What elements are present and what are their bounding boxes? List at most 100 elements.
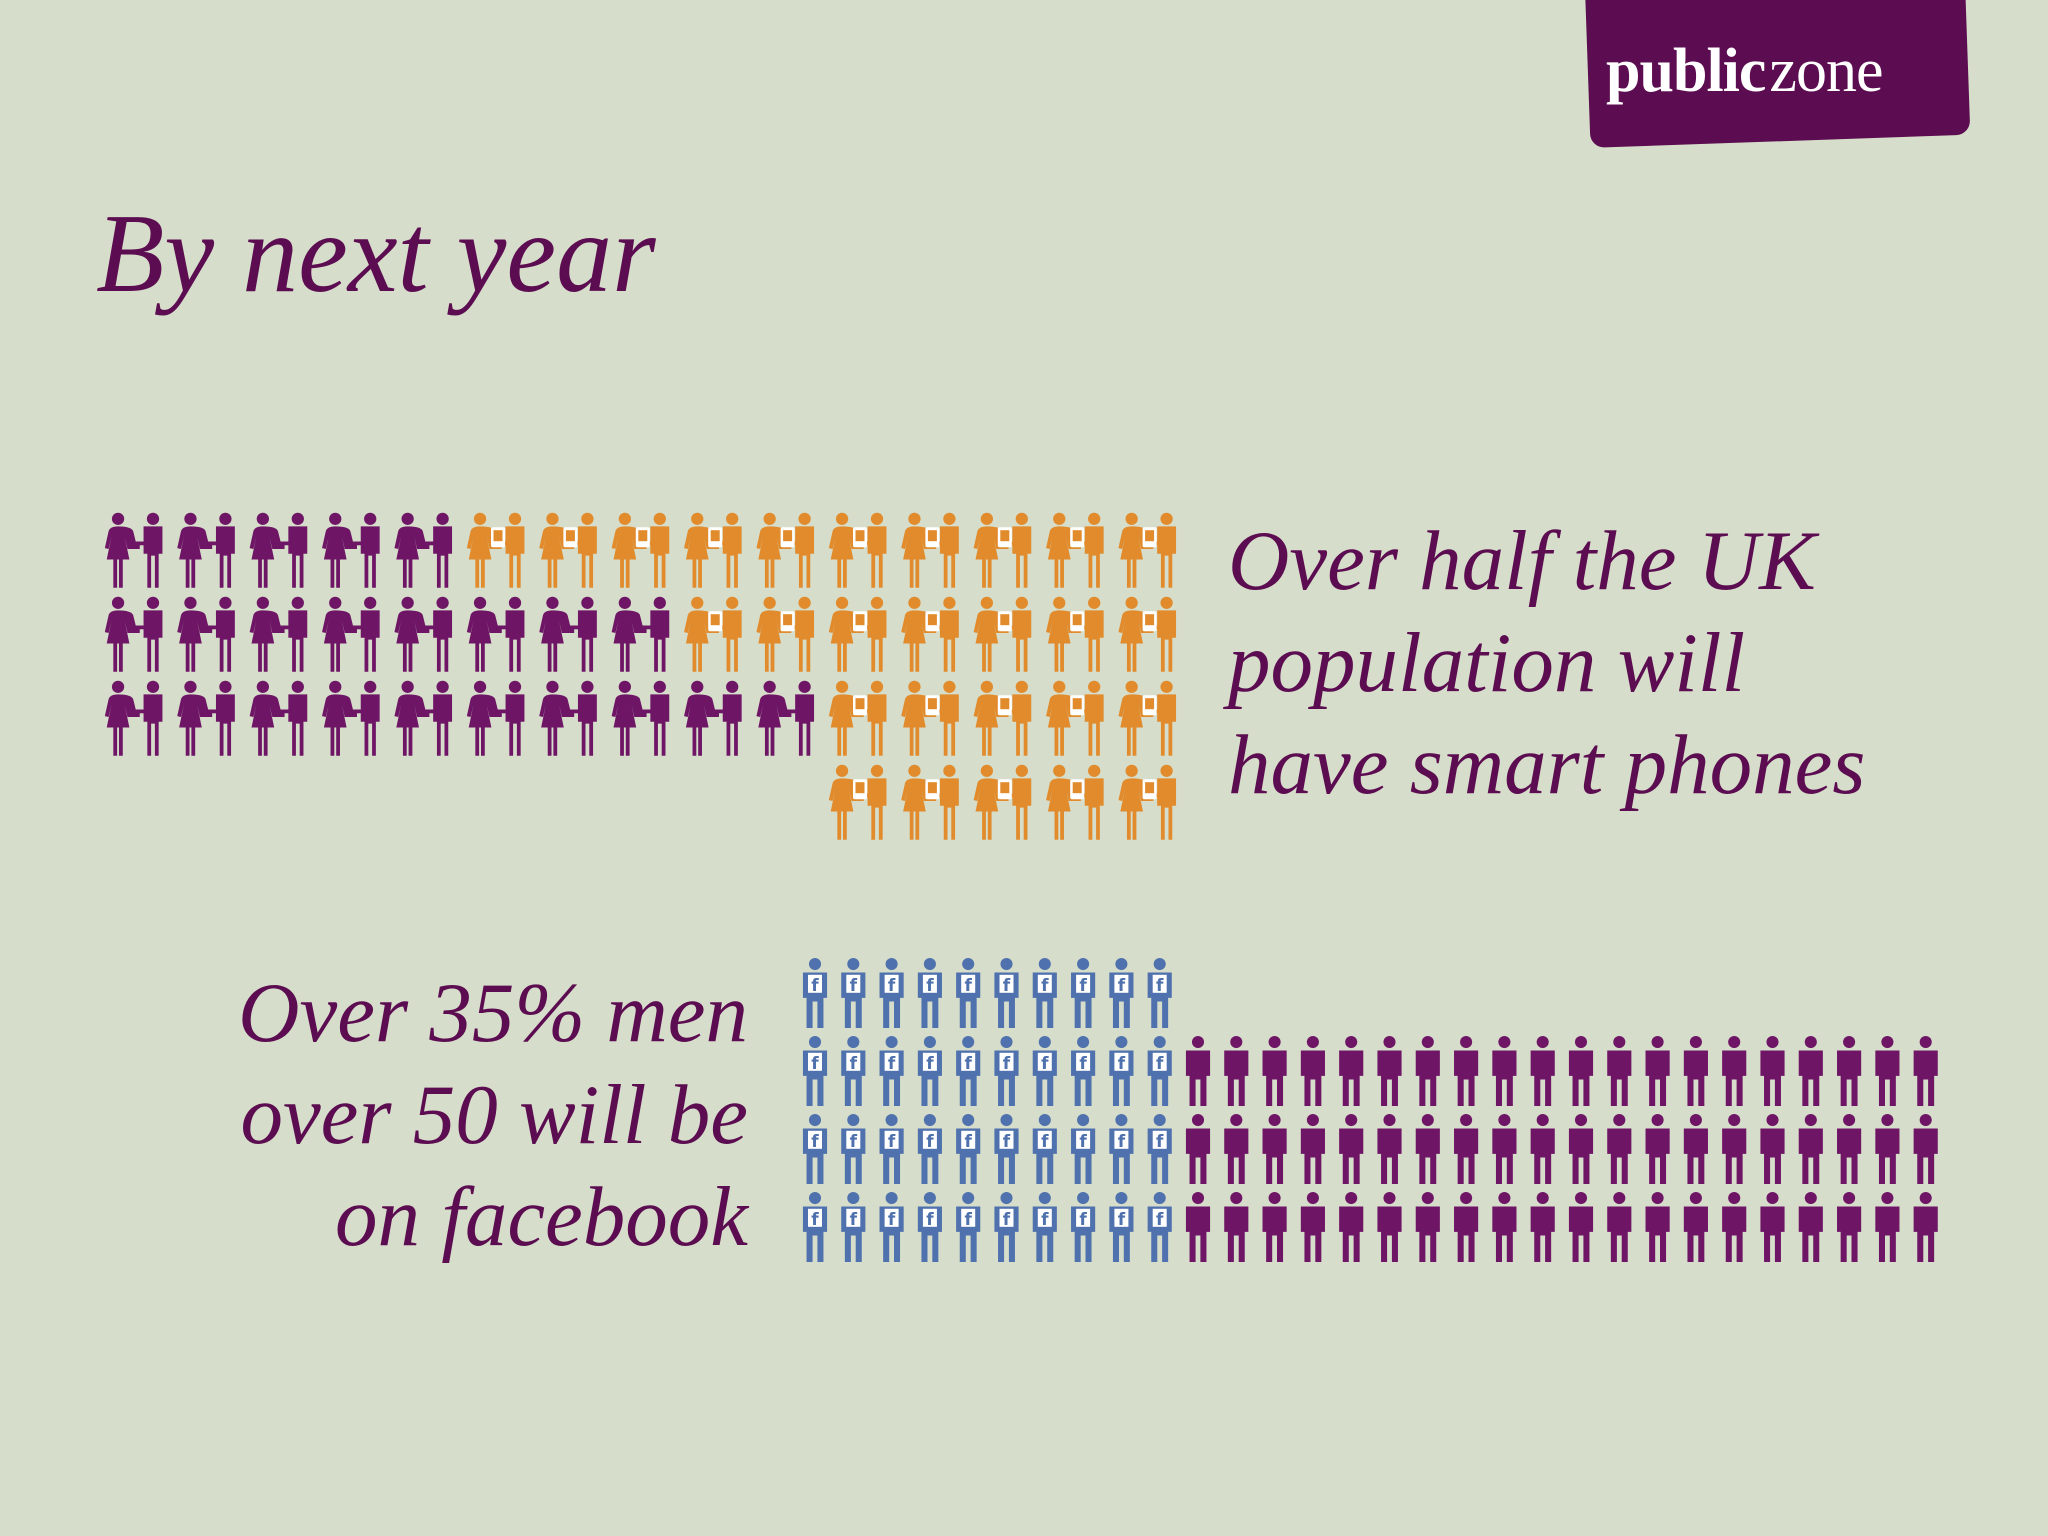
smartphone-icon <box>1142 695 1157 716</box>
facebook-icon: f <box>808 1052 822 1074</box>
svg-text:f: f <box>888 1132 896 1152</box>
svg-text:f: f <box>1118 1054 1126 1074</box>
man-figure <box>1913 1036 1938 1106</box>
svg-text:f: f <box>1079 1210 1087 1230</box>
facebook-icon: f <box>846 1052 861 1074</box>
smartphone-stat: Over half the UK population will have sm… <box>1228 510 1865 816</box>
smartphone-icon <box>853 779 867 800</box>
man-figure <box>1415 1114 1440 1184</box>
smartphone-owner-couple <box>828 680 887 756</box>
facebook-icon: f <box>999 1052 1014 1074</box>
svg-text:f: f <box>1003 1132 1011 1152</box>
facebook-stat-line-2: over 50 will be <box>240 1068 748 1162</box>
facebook-icon: f <box>808 1130 822 1152</box>
couple-figure <box>249 596 308 672</box>
couple-figure <box>104 596 163 672</box>
svg-text:f: f <box>888 1054 896 1074</box>
man-figure <box>1492 1192 1517 1262</box>
svg-text:f: f <box>1118 1210 1126 1230</box>
facebook-icon: f <box>1037 1208 1052 1230</box>
smartphone-icon <box>925 695 940 716</box>
facebook-icon: f <box>884 1208 899 1230</box>
svg-text:f: f <box>1079 1132 1087 1152</box>
facebook-icon: f <box>1114 1208 1129 1230</box>
svg-text:f: f <box>888 976 896 996</box>
man-figure <box>1300 1192 1325 1262</box>
facebook-user-man: f <box>917 1114 942 1184</box>
facebook-icon: f <box>961 974 976 996</box>
svg-text:f: f <box>1079 976 1087 996</box>
smartphone-owner-couple <box>973 764 1032 840</box>
man-figure <box>1492 1036 1517 1106</box>
man-figure <box>1722 1192 1747 1262</box>
couple-figure <box>394 680 453 756</box>
facebook-icon: f <box>1076 974 1091 996</box>
man-figure <box>1262 1036 1287 1106</box>
facebook-icon: f <box>808 974 822 996</box>
smartphone-icon <box>997 695 1012 716</box>
svg-text:f: f <box>850 976 858 996</box>
man-figure <box>1224 1036 1249 1106</box>
couple-figure <box>322 596 380 672</box>
smartphone-owner-couple <box>756 596 815 672</box>
couple-figure <box>249 680 308 756</box>
svg-text:f: f <box>1156 1054 1164 1074</box>
smartphone-owner-couple <box>973 680 1032 756</box>
facebook-icon: f <box>846 1208 861 1230</box>
svg-text:f: f <box>964 1054 972 1074</box>
svg-text:f: f <box>964 1210 972 1230</box>
man-figure <box>1798 1192 1823 1262</box>
facebook-user-man: f <box>956 1036 981 1106</box>
svg-text:f: f <box>811 976 819 996</box>
man-figure <box>1300 1036 1325 1106</box>
svg-text:f: f <box>1041 1132 1049 1152</box>
facebook-icon: f <box>922 1052 937 1074</box>
man-figure <box>1185 1192 1211 1262</box>
smartphone-icon <box>1070 779 1085 800</box>
svg-text:f: f <box>926 1210 934 1230</box>
facebook-user-man: f <box>917 958 942 1028</box>
facebook-user-man: f <box>917 1192 942 1262</box>
smartphone-icon <box>853 611 867 632</box>
facebook-icon: f <box>1152 974 1167 996</box>
man-figure <box>1339 1036 1364 1106</box>
man-figure <box>1530 1036 1555 1106</box>
page-title: By next year <box>96 192 656 316</box>
smartphone-icon <box>1070 611 1085 632</box>
facebook-icon: f <box>884 1052 899 1074</box>
smartphone-owner-couple <box>684 596 742 672</box>
man-figure <box>1568 1114 1594 1184</box>
smartphone-pictogram-chart <box>104 512 1177 840</box>
man-figure <box>1683 1036 1708 1106</box>
svg-text:f: f <box>1118 1132 1126 1152</box>
facebook-user-man: f <box>917 1036 942 1106</box>
smartphone-icon <box>780 611 795 632</box>
couple-figure <box>539 596 597 672</box>
man-figure <box>1683 1192 1708 1262</box>
logo-text-public: public <box>1606 37 1766 105</box>
smartphone-icon <box>780 527 795 548</box>
facebook-user-man: f <box>879 1114 904 1184</box>
facebook-user-man: f <box>1032 1036 1057 1106</box>
facebook-icon: f <box>922 974 937 996</box>
svg-text:f: f <box>850 1054 858 1074</box>
man-figure <box>1377 1036 1402 1106</box>
facebook-user-man: f <box>841 1192 866 1262</box>
man-figure <box>1300 1114 1325 1184</box>
smartphone-owner-couple <box>1046 764 1104 840</box>
svg-text:f: f <box>811 1210 819 1230</box>
svg-text:f: f <box>850 1132 858 1152</box>
facebook-user-man: f <box>802 958 828 1028</box>
smartphone-icon <box>997 779 1012 800</box>
smartphone-icon <box>997 527 1012 548</box>
man-figure <box>1837 1114 1862 1184</box>
svg-text:f: f <box>1041 1054 1049 1074</box>
man-figure <box>1568 1192 1594 1262</box>
smartphone-icon <box>1142 779 1157 800</box>
facebook-user-man: f <box>1032 1192 1057 1262</box>
smartphone-icon <box>1070 695 1085 716</box>
facebook-user-man: f <box>1071 1192 1096 1262</box>
man-figure <box>1530 1192 1555 1262</box>
man-figure <box>1454 1114 1479 1184</box>
couple-figure <box>611 596 670 672</box>
